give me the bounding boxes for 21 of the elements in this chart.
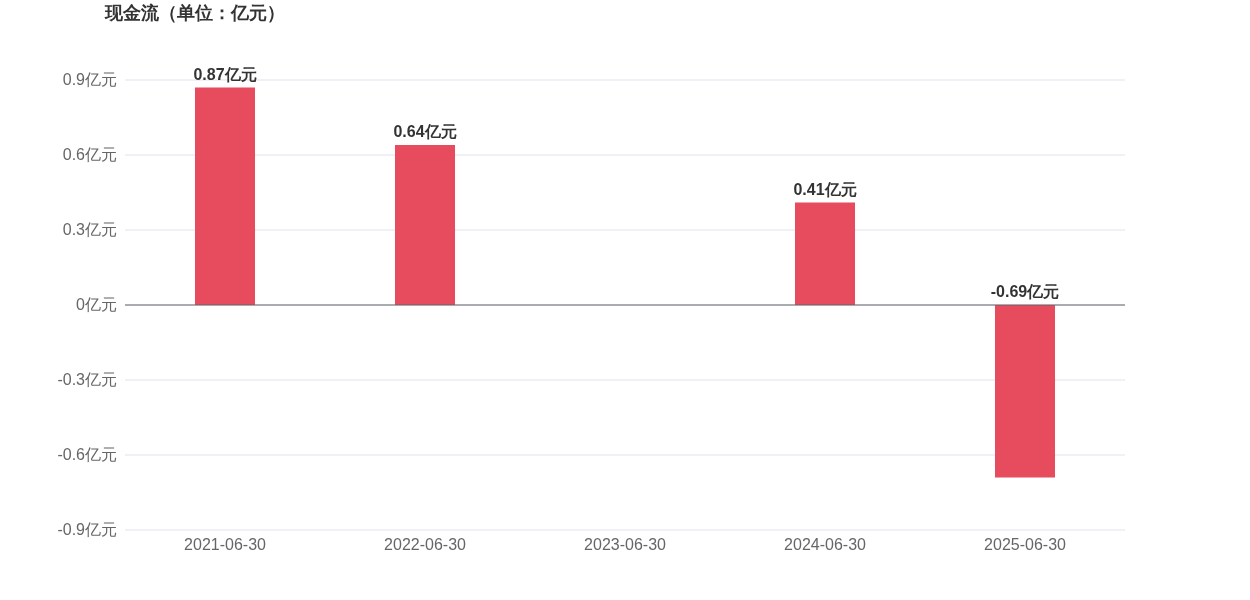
y-tick-label: 0.6亿元 bbox=[62, 146, 117, 163]
data-label: 0.87亿元 bbox=[193, 65, 257, 83]
bar bbox=[995, 305, 1055, 478]
bar bbox=[395, 145, 455, 305]
x-tick-label: 2023-06-30 bbox=[584, 536, 667, 553]
x-tick-label: 2021-06-30 bbox=[184, 536, 267, 553]
y-tick-label: -0.3亿元 bbox=[57, 371, 117, 388]
bar bbox=[795, 202, 855, 305]
bar bbox=[195, 87, 255, 305]
x-tick-label: 2025-06-30 bbox=[984, 536, 1067, 553]
x-tick-label: 2022-06-30 bbox=[384, 536, 467, 553]
data-label: 0.64亿元 bbox=[393, 123, 457, 140]
x-tick-label: 2024-06-30 bbox=[784, 536, 867, 553]
y-tick-label: 0.3亿元 bbox=[62, 221, 117, 238]
y-tick-label: 0.9亿元 bbox=[62, 71, 117, 88]
y-tick-label: -0.6亿元 bbox=[57, 446, 117, 463]
chart-title: 现金流（单位：亿元） bbox=[104, 3, 285, 23]
data-label: 0.41亿元 bbox=[793, 180, 857, 198]
y-tick-label: 0亿元 bbox=[76, 296, 117, 313]
data-label: -0.69亿元 bbox=[990, 283, 1060, 300]
y-tick-label: -0.9亿元 bbox=[57, 521, 117, 538]
